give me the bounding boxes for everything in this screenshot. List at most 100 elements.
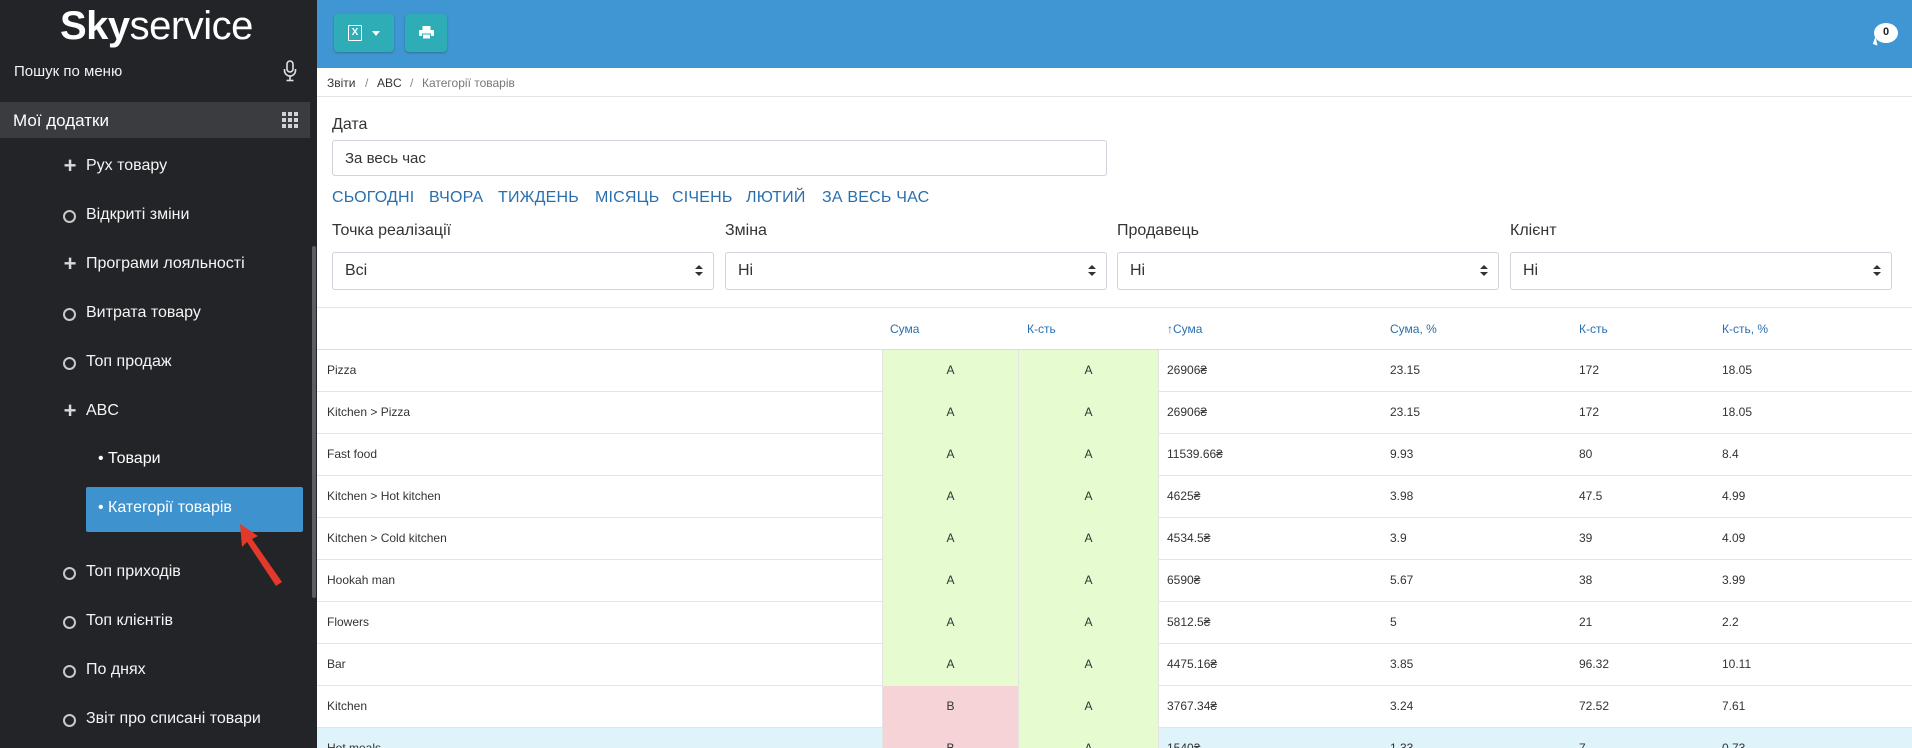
sidebar-item-label: Топ клієнтів xyxy=(86,612,173,629)
sidebar-item-product-movement[interactable]: + Рух товару xyxy=(0,147,310,187)
table-row[interactable]: Kitchen > Cold kitchen A A 4534.5₴ 3.9 39 4.09 xyxy=(317,518,1912,560)
select-arrows-icon xyxy=(695,265,703,277)
abc-sum-class-cell: B xyxy=(882,728,1019,748)
breadcrumb: Звіти / ABC / Категорії товарів xyxy=(317,68,1912,97)
sales-point-select[interactable]: Всі xyxy=(332,252,714,290)
column-header-abc-sum[interactable]: Сума xyxy=(890,322,920,336)
notifications-chat-icon[interactable]: 0 xyxy=(1872,20,1902,48)
qty-percent-cell: 4.09 xyxy=(1722,531,1746,545)
breadcrumb-current: Категорії товарів xyxy=(422,76,515,90)
table-row[interactable]: Hookah man A A 6590₴ 5.67 38 3.99 xyxy=(317,560,1912,602)
seller-label: Продавець xyxy=(1117,222,1199,239)
abc-qty-class-cell: A xyxy=(1019,518,1159,560)
export-excel-button[interactable]: X xyxy=(334,14,394,52)
qty-cell: 172 xyxy=(1579,363,1600,377)
sidebar-item-label: ABC xyxy=(86,402,119,419)
apps-grid-icon[interactable] xyxy=(282,112,298,128)
qty-percent-cell: 10.11 xyxy=(1722,657,1752,671)
qty-percent-cell: 4.99 xyxy=(1722,489,1746,503)
sidebar-item-open-shifts[interactable]: Відкриті зміни xyxy=(0,196,310,236)
breadcrumb-reports[interactable]: Звіти xyxy=(327,76,356,90)
sales-point-value: Всі xyxy=(345,262,368,279)
print-icon xyxy=(419,26,434,39)
column-header-abc-qty[interactable]: К-сть xyxy=(1027,322,1056,336)
select-arrows-icon xyxy=(1873,265,1881,277)
sidebar-item-product-consumption[interactable]: Витрата товару xyxy=(0,294,310,334)
sidebar-item-top-clients[interactable]: Топ клієнтів xyxy=(0,602,310,642)
sidebar-item-by-days[interactable]: По днях xyxy=(0,651,310,691)
period-february-link[interactable]: ЛЮТИЙ xyxy=(746,189,806,206)
sidebar-scrollbar[interactable] xyxy=(312,246,316,598)
category-name-cell: Hookah man xyxy=(327,573,396,587)
abc-qty-class-cell: A xyxy=(1019,728,1159,748)
plus-icon: + xyxy=(63,398,77,423)
table-row[interactable]: Flowers A A 5812.5₴ 5 21 2.2 xyxy=(317,602,1912,644)
table-row[interactable]: Kitchen > Hot kitchen A A 4625₴ 3.98 47.5 4.99 xyxy=(317,476,1912,518)
my-apps-label: Мої додатки xyxy=(13,111,109,130)
qty-percent-cell: 3.99 xyxy=(1722,573,1746,587)
table-row[interactable]: Hot meals B A 1540₴ 1.33 7 0.73 xyxy=(317,728,1912,748)
seller-select[interactable]: Ні xyxy=(1117,252,1499,290)
sidebar-subitem-label: • Категорії товарів xyxy=(98,499,232,516)
excel-icon: X xyxy=(348,25,362,41)
period-today-link[interactable]: СЬОГОДНІ xyxy=(332,189,415,206)
microphone-icon[interactable] xyxy=(283,60,297,82)
logo: Skyservice xyxy=(60,4,253,48)
sidebar-item-top-receipts[interactable]: Топ приходів xyxy=(0,553,310,593)
sidebar-item-abc[interactable]: + ABC xyxy=(0,392,310,432)
sidebar-item-top-sales[interactable]: Топ продаж xyxy=(0,343,310,383)
sum-percent-cell: 23.15 xyxy=(1390,363,1421,377)
column-header-sum-percent[interactable]: Сума, % xyxy=(1390,322,1437,336)
plus-icon: + xyxy=(63,251,77,276)
select-arrows-icon xyxy=(1480,265,1488,277)
abc-sum-class-cell: A xyxy=(882,602,1019,644)
sidebar-item-loyalty-programs[interactable]: + Програми лояльності xyxy=(0,245,310,285)
sum-cell: 4534.5₴ xyxy=(1167,531,1211,545)
topbar: X 0 xyxy=(317,0,1912,68)
abc-qty-class-cell: A xyxy=(1019,392,1159,434)
table-row[interactable]: Bar A A 4475.16₴ 3.85 96.32 10.11 xyxy=(317,644,1912,686)
breadcrumb-abc[interactable]: ABC xyxy=(377,76,402,90)
qty-percent-cell: 7.61 xyxy=(1722,699,1746,713)
column-header-qty-percent[interactable]: К-сть, % xyxy=(1722,322,1769,336)
circle-icon xyxy=(63,357,76,370)
menu-search[interactable]: Пошук по меню xyxy=(0,56,310,86)
print-button[interactable] xyxy=(405,14,447,52)
sum-percent-cell: 23.15 xyxy=(1390,405,1421,419)
sidebar-item-label: Програми лояльності xyxy=(86,255,245,272)
client-select[interactable]: Ні xyxy=(1510,252,1892,290)
table-row[interactable]: Fast food A A 11539.66₴ 9.93 80 8.4 xyxy=(317,434,1912,476)
sum-percent-cell: 1.33 xyxy=(1390,741,1414,748)
table-row[interactable]: Kitchen > Pizza A A 26906₴ 23.15 172 18.05 xyxy=(317,392,1912,434)
period-january-link[interactable]: СІЧЕНЬ xyxy=(672,189,733,206)
sum-percent-cell: 3.9 xyxy=(1390,531,1407,545)
column-header-sum-sorted[interactable]: ↑Сума xyxy=(1167,322,1203,336)
my-apps-header[interactable]: Мої додатки xyxy=(0,102,310,138)
table-row[interactable]: Pizza A A 26906₴ 23.15 172 18.05 xyxy=(317,350,1912,392)
abc-sum-class-cell: A xyxy=(882,434,1019,476)
sidebar-subitem-product-categories[interactable]: • Категорії товарів xyxy=(86,487,303,532)
abc-sum-class-cell: A xyxy=(882,476,1019,518)
qty-cell: 7 xyxy=(1579,741,1586,748)
sidebar-subitem-products[interactable]: • Товари xyxy=(86,438,303,483)
sidebar-item-label: Витрата товару xyxy=(86,304,201,321)
period-all-time-link[interactable]: ЗА ВЕСЬ ЧАС xyxy=(822,189,930,206)
table-row[interactable]: Kitchen B A 3767.34₴ 3.24 72.52 7.61 xyxy=(317,686,1912,728)
sidebar-item-written-off-report[interactable]: Звіт про списані товари xyxy=(0,700,310,740)
sum-cell: 3767.34₴ xyxy=(1167,699,1218,713)
date-input[interactable]: За весь час xyxy=(332,140,1107,176)
sum-cell: 11539.66₴ xyxy=(1167,447,1223,461)
period-month-link[interactable]: МІСЯЦЬ xyxy=(595,189,660,206)
sidebar-item-label: Топ приходів xyxy=(86,563,181,580)
sum-cell: 6590₴ xyxy=(1167,573,1201,587)
qty-percent-cell: 8.4 xyxy=(1722,447,1739,461)
shift-select[interactable]: Ні xyxy=(725,252,1107,290)
column-header-qty[interactable]: К-сть xyxy=(1579,322,1608,336)
period-week-link[interactable]: ТИЖДЕНЬ xyxy=(498,189,580,206)
qty-cell: 47.5 xyxy=(1579,489,1603,503)
abc-table: Сума К-сть ↑Сума Сума, % К-сть К-сть, % … xyxy=(317,307,1912,748)
sum-cell: 4625₴ xyxy=(1167,489,1201,503)
period-yesterday-link[interactable]: ВЧОРА xyxy=(429,189,484,206)
category-name-cell: Kitchen > Pizza xyxy=(327,405,411,419)
shift-label: Зміна xyxy=(725,222,767,239)
